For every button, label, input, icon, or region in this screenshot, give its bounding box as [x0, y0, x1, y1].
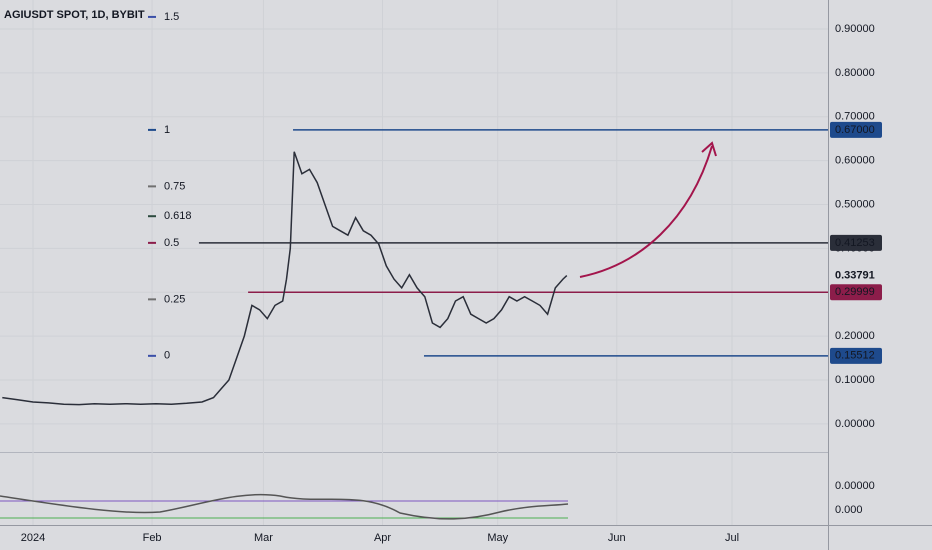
- arrow: [579, 145, 713, 278]
- fib-label: 0: [164, 350, 170, 362]
- fib-label: 0.618: [164, 210, 192, 222]
- price-label: 0.15512: [835, 350, 875, 362]
- volume-axis-label: 0.00000: [835, 480, 875, 492]
- last-price-label: 0.33791: [835, 270, 875, 282]
- x-tick-label: Jul: [725, 532, 739, 544]
- y-tick-label: 0.80000: [835, 67, 875, 79]
- price-label: 0.29999: [835, 286, 875, 298]
- y-tick-label: 0.90000: [835, 23, 875, 35]
- y-tick-label: 0.00000: [835, 418, 875, 430]
- x-tick-label: May: [487, 532, 508, 544]
- price-label-box: [830, 347, 882, 364]
- price-label-box: [830, 234, 882, 251]
- y-tick-label: 0.10000: [835, 374, 875, 386]
- osc-axis-label: 0.000: [835, 504, 863, 516]
- x-tick-label: 2024: [21, 532, 45, 544]
- fib-label: 0.5: [164, 237, 179, 249]
- y-tick-label: 0.20000: [835, 330, 875, 342]
- x-tick-label: Apr: [374, 532, 391, 544]
- arrow-head: [701, 141, 717, 157]
- price-label-box: [830, 121, 882, 138]
- fib-label: 1: [164, 124, 170, 136]
- y-tick-label: 0.50000: [835, 198, 875, 210]
- price-line: [2, 151, 568, 406]
- chart-title: AGIUSDT SPOT, 1D, BYBIT: [4, 9, 145, 21]
- price-label: 0.67000: [835, 124, 875, 136]
- price-label-box: [830, 284, 882, 301]
- fib-label: 0.75: [164, 180, 185, 192]
- price-label: 0.41253: [835, 237, 875, 249]
- fib-label: 0.25: [164, 293, 185, 305]
- y-tick-label: 0.70000: [835, 111, 875, 123]
- x-tick-label: Jun: [608, 532, 626, 544]
- fib-label: 1.5: [164, 11, 179, 23]
- osc-line: [0, 493, 569, 520]
- y-tick-label: 0.60000: [835, 155, 875, 167]
- x-tick-label: Mar: [254, 532, 273, 544]
- oscillator-pane: [0, 493, 569, 520]
- x-tick-label: Feb: [143, 532, 162, 544]
